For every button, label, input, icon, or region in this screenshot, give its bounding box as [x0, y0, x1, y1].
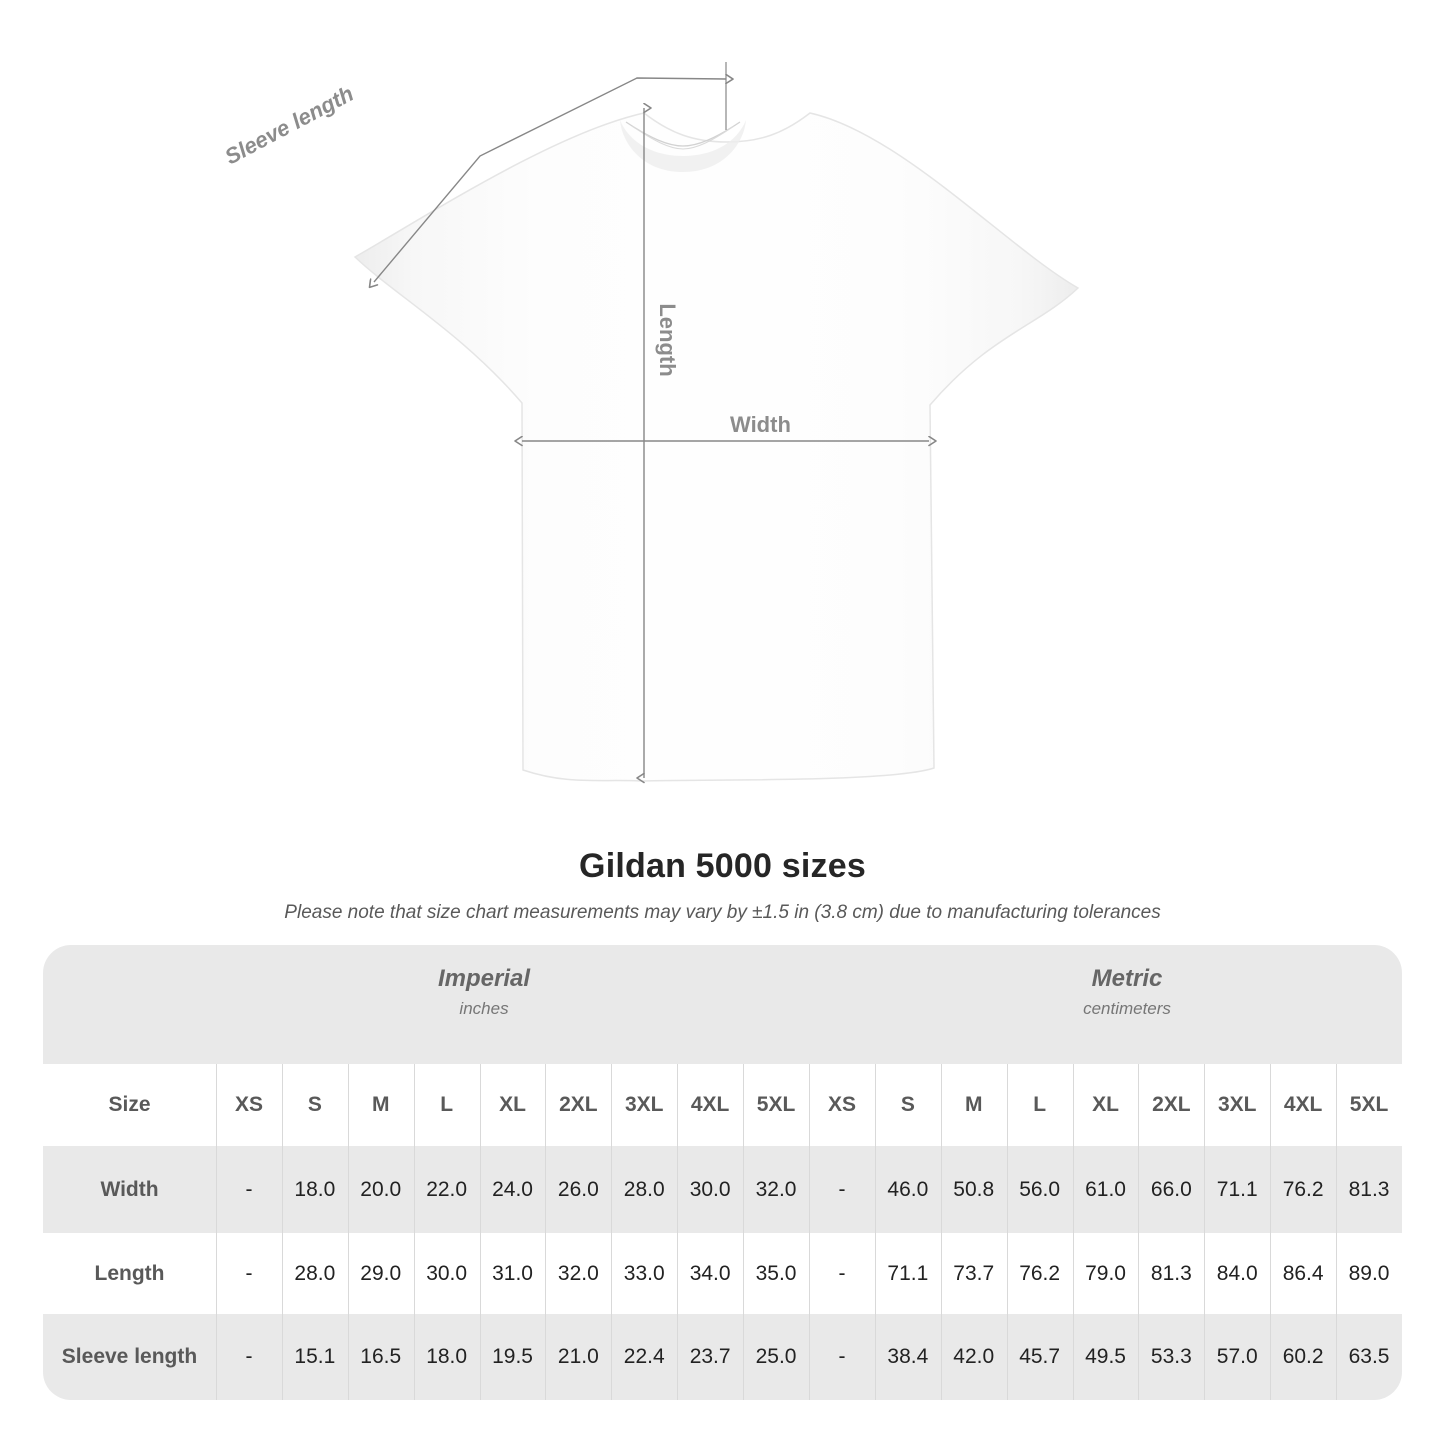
svg-text:Width: Width: [730, 412, 791, 437]
svg-text:Length: Length: [655, 303, 680, 376]
svg-text:Sleeve length: Sleeve length: [221, 81, 358, 170]
